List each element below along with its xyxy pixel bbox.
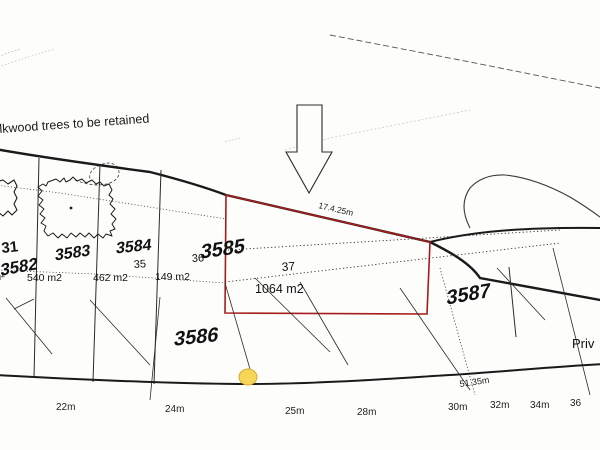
svg-text:25m: 25m: [285, 406, 304, 417]
svg-text:1064 m2: 1064 m2: [255, 282, 304, 296]
svg-text:540 m2: 540 m2: [27, 272, 62, 284]
svg-text:35: 35: [133, 258, 146, 271]
svg-text:22m: 22m: [56, 402, 75, 413]
svg-text:31: 31: [1, 238, 19, 257]
svg-text:462 m2: 462 m2: [93, 272, 128, 284]
svg-text:30m: 30m: [448, 402, 467, 413]
svg-text:37: 37: [281, 259, 296, 274]
svg-text:m²: m²: [0, 271, 5, 283]
svg-text:149 m2: 149 m2: [155, 271, 190, 283]
svg-text:24m: 24m: [165, 404, 184, 415]
svg-text:32m: 32m: [490, 400, 509, 411]
svg-text:Priv: Priv: [572, 336, 595, 351]
svg-text:36: 36: [570, 398, 582, 409]
svg-text:28m: 28m: [357, 407, 376, 418]
svg-text:34m: 34m: [530, 400, 549, 411]
